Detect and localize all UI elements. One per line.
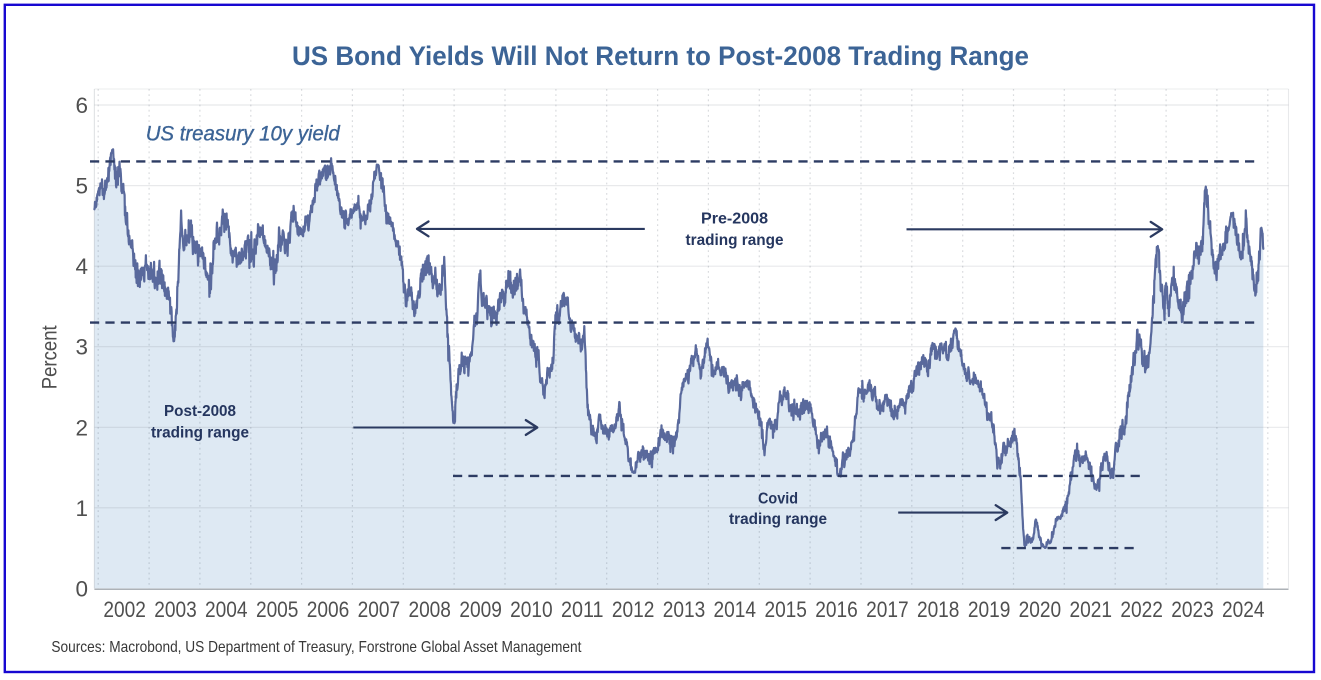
svg-text:3: 3 (75, 335, 88, 360)
svg-text:Sources: Macrobond, US Departm: Sources: Macrobond, US Department of Tre… (51, 639, 581, 656)
svg-text:2: 2 (75, 415, 88, 440)
svg-text:2021: 2021 (1070, 597, 1113, 622)
svg-text:US treasury 10y yield: US treasury 10y yield (146, 123, 341, 146)
svg-text:2006: 2006 (307, 597, 350, 622)
svg-text:5: 5 (75, 174, 88, 199)
svg-text:trading range: trading range (686, 232, 784, 249)
svg-text:2014: 2014 (714, 597, 757, 622)
svg-text:6: 6 (75, 93, 88, 118)
svg-text:2011: 2011 (561, 597, 604, 622)
svg-text:trading range: trading range (151, 424, 249, 441)
svg-text:2022: 2022 (1120, 597, 1163, 622)
svg-text:2016: 2016 (815, 597, 858, 622)
svg-text:2013: 2013 (663, 597, 706, 622)
svg-text:2007: 2007 (358, 597, 401, 622)
svg-text:2023: 2023 (1171, 597, 1214, 622)
svg-text:2015: 2015 (764, 597, 807, 622)
svg-text:1: 1 (75, 496, 88, 521)
svg-text:2002: 2002 (103, 597, 146, 622)
svg-text:2008: 2008 (408, 597, 451, 622)
svg-text:2019: 2019 (968, 597, 1011, 622)
svg-text:Post-2008: Post-2008 (164, 403, 236, 420)
svg-text:2003: 2003 (154, 597, 197, 622)
svg-text:2018: 2018 (917, 597, 960, 622)
svg-text:trading range: trading range (729, 511, 827, 528)
svg-text:2010: 2010 (510, 597, 553, 622)
svg-text:2005: 2005 (256, 597, 299, 622)
svg-text:2017: 2017 (866, 597, 909, 622)
svg-text:US Bond Yields Will Not Return: US Bond Yields Will Not Return to Post-2… (292, 41, 1029, 71)
svg-text:2004: 2004 (205, 597, 248, 622)
svg-text:2024: 2024 (1222, 597, 1265, 622)
svg-text:Pre-2008: Pre-2008 (701, 211, 768, 228)
svg-text:4: 4 (75, 254, 88, 279)
svg-text:2009: 2009 (459, 597, 502, 622)
svg-text:2012: 2012 (612, 597, 655, 622)
svg-text:0: 0 (75, 576, 88, 601)
svg-text:2020: 2020 (1019, 597, 1062, 622)
svg-text:Covid: Covid (758, 491, 798, 508)
svg-text:Percent: Percent (39, 325, 62, 389)
